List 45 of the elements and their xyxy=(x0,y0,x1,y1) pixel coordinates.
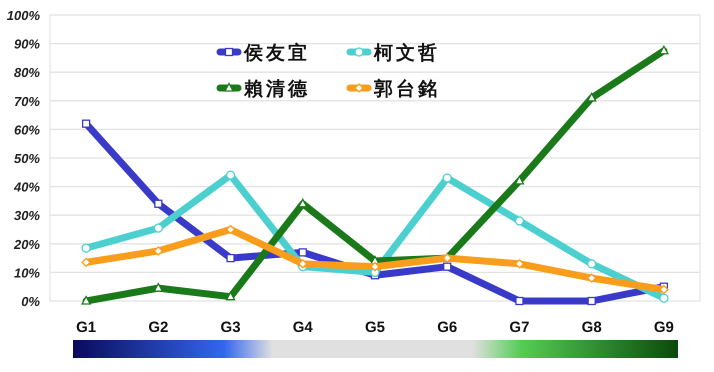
x-tick-label: G6 xyxy=(437,319,458,336)
point xyxy=(154,200,162,208)
x-tick-label: G4 xyxy=(292,319,314,336)
point xyxy=(587,273,596,283)
legend-label: 賴清德 xyxy=(243,78,310,100)
x-tick-label: G2 xyxy=(148,319,168,336)
y-tick-label: 20% xyxy=(12,236,40,252)
x-tick-label: G1 xyxy=(76,319,96,336)
point xyxy=(81,258,91,268)
x-tick-label: G5 xyxy=(364,319,386,336)
x-tick-label: G7 xyxy=(509,319,530,336)
y-tick-label: 40% xyxy=(12,180,40,195)
point xyxy=(514,216,524,226)
legend-label: 柯文哲 xyxy=(373,42,440,64)
point xyxy=(226,170,236,180)
x-tick-label: G8 xyxy=(582,319,602,336)
y-tick-label: 70% xyxy=(14,94,40,109)
y-tick-label: 100% xyxy=(6,8,40,23)
y-tick-label: 50% xyxy=(14,151,40,166)
y-tick-label: 80% xyxy=(14,65,40,80)
legend-label: 郭台銘 xyxy=(373,78,440,100)
point xyxy=(442,173,452,183)
point xyxy=(587,259,596,268)
point xyxy=(515,296,524,306)
point xyxy=(659,293,669,303)
legend-label: 侯友宜 xyxy=(243,42,310,64)
point xyxy=(226,254,235,262)
point xyxy=(82,120,90,128)
y-tick-label: 0% xyxy=(21,294,40,309)
point xyxy=(81,243,91,253)
point xyxy=(154,246,163,256)
y-tick-label: 30% xyxy=(14,208,40,224)
point xyxy=(226,292,236,300)
y-tick-label: 90% xyxy=(14,36,40,52)
point xyxy=(370,262,380,272)
y-tick-label: 60% xyxy=(14,122,40,138)
x-tick-label: G3 xyxy=(220,319,241,336)
point xyxy=(81,296,91,305)
point xyxy=(659,284,669,294)
y-tick-label: 10% xyxy=(14,265,40,280)
point xyxy=(298,248,307,257)
point xyxy=(588,296,596,306)
point xyxy=(443,262,452,271)
x-tick-label: G9 xyxy=(654,319,674,336)
point xyxy=(154,223,163,233)
